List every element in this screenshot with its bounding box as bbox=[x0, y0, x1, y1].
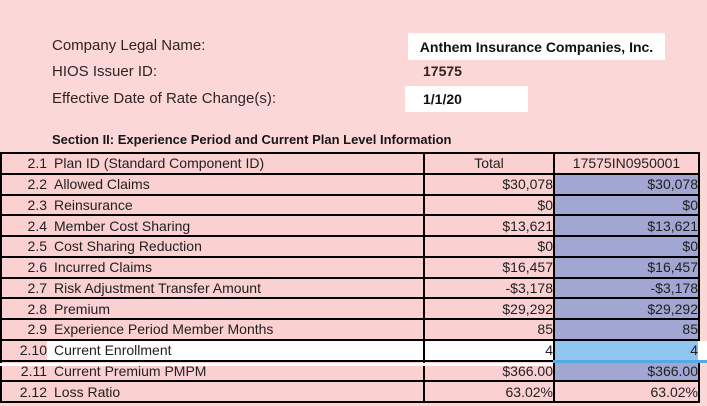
table-row: 2.6 Incurred Claims $16,457 $16,457 bbox=[0, 255, 700, 279]
row-number: 2.2 bbox=[27, 176, 47, 193]
row-label: Risk Adjustment Transfer Amount bbox=[54, 279, 261, 296]
table-row: 2.2 Allowed Claims $30,078 $30,078 bbox=[0, 172, 700, 196]
plan-value-cell[interactable]: $29,292 bbox=[553, 297, 700, 320]
row-label-cell[interactable]: 2.2 Allowed Claims bbox=[0, 172, 425, 196]
row-number: 2.5 bbox=[27, 238, 47, 255]
selected-row-right-cell bbox=[698, 341, 707, 360]
row-number: 2.7 bbox=[27, 279, 47, 296]
row-label: Loss Ratio bbox=[54, 383, 121, 400]
selected-row-underflow-strip bbox=[0, 363, 553, 366]
effective-date-label: Effective Date of Rate Change(s): bbox=[52, 90, 277, 107]
plan-value-cell[interactable]: 63.02% bbox=[553, 380, 700, 403]
row-number: 2.6 bbox=[27, 259, 47, 276]
table-row: 2.5 Cost Sharing Reduction $0 $0 bbox=[0, 235, 700, 258]
row-label-cell[interactable]: 2.10 Current Enrollment bbox=[0, 338, 425, 362]
table-row: 2.8 Premium $29,292 $29,292 bbox=[0, 297, 700, 320]
total-value-cell[interactable]: Total bbox=[423, 152, 555, 175]
row-number: 2.4 bbox=[27, 217, 47, 234]
row-label: Experience Period Member Months bbox=[54, 321, 274, 338]
plan-value-cell[interactable]: $0 bbox=[553, 193, 700, 217]
row-label: Incurred Claims bbox=[54, 259, 153, 276]
row-label: Plan ID (Standard Component ID) bbox=[54, 155, 265, 172]
row-label: Premium bbox=[54, 300, 111, 317]
company-legal-name-label: Company Legal Name: bbox=[52, 37, 206, 54]
table-row: 2.10 Current Enrollment 4 4 bbox=[0, 338, 700, 362]
experience-period-table: 2.1 Plan ID (Standard Component ID) Total 1… bbox=[0, 152, 700, 403]
table-row: 2.1 Plan ID (Standard Component ID) Total 1… bbox=[0, 152, 700, 175]
row-label-cell[interactable]: 2.7 Risk Adjustment Transfer Amount bbox=[0, 276, 425, 300]
table-row: 2.9 Experience Period Member Months 85 85 bbox=[0, 318, 700, 341]
row-label: Current Enrollment bbox=[54, 342, 172, 359]
row-label: Member Cost Sharing bbox=[54, 217, 191, 234]
plan-value-cell[interactable]: 17575IN0950001 bbox=[553, 152, 700, 175]
total-value-cell[interactable]: $16,457 bbox=[423, 255, 555, 279]
table-row: 2.7 Risk Adjustment Transfer Amount -$3,17… bbox=[0, 276, 700, 300]
row-number: 2.8 bbox=[27, 300, 47, 317]
row-label: Allowed Claims bbox=[54, 176, 150, 193]
table-row: 2.3 Reinsurance $0 $0 bbox=[0, 193, 700, 217]
total-value-cell[interactable]: $30,078 bbox=[423, 172, 555, 196]
table-row: 2.12 Loss Ratio 63.02% 63.02% bbox=[0, 380, 700, 403]
effective-date-cell[interactable]: 1/1/20 bbox=[405, 86, 528, 112]
row-label: Reinsurance bbox=[54, 196, 133, 213]
row-number: 2.11 bbox=[20, 362, 47, 379]
row-number: 2.10 bbox=[19, 342, 47, 359]
row-number: 2.9 bbox=[27, 321, 47, 338]
plan-value-cell[interactable]: $30,078 bbox=[553, 172, 700, 196]
total-value-cell[interactable]: $13,621 bbox=[423, 214, 555, 237]
hios-issuer-id-value: 17575 bbox=[423, 63, 462, 79]
row-label-cell[interactable]: 2.3 Reinsurance bbox=[0, 193, 425, 217]
total-value-cell[interactable]: $0 bbox=[423, 235, 555, 258]
plan-value-cell[interactable]: $13,621 bbox=[553, 214, 700, 237]
total-value-cell[interactable]: $0 bbox=[423, 193, 555, 217]
plan-value-cell[interactable]: -$3,178 bbox=[553, 276, 700, 300]
total-value-cell[interactable]: -$3,178 bbox=[423, 276, 555, 300]
table-row: 2.4 Member Cost Sharing $13,621 $13,621 bbox=[0, 214, 700, 237]
row-label: Current Premium PMPM bbox=[54, 362, 207, 379]
total-value-cell[interactable]: 63.02% bbox=[423, 380, 555, 403]
row-label-cell[interactable]: 2.12 Loss Ratio bbox=[0, 380, 425, 403]
company-legal-name-cell[interactable]: Anthem Insurance Companies, Inc. bbox=[408, 33, 665, 60]
plan-value-cell[interactable]: 85 bbox=[553, 318, 700, 341]
row-number: 2.3 bbox=[27, 196, 47, 213]
row-label-cell[interactable]: 2.8 Premium bbox=[0, 297, 425, 320]
total-value-cell[interactable]: $29,292 bbox=[423, 297, 555, 320]
plan-value-cell[interactable]: 4 bbox=[553, 338, 700, 362]
row-label-cell[interactable]: 2.9 Experience Period Member Months bbox=[0, 318, 425, 341]
row-label-cell[interactable]: 2.6 Incurred Claims bbox=[0, 255, 425, 279]
plan-value-cell[interactable]: $366.00 bbox=[553, 359, 700, 383]
row-number: 2.1 bbox=[27, 155, 47, 172]
total-value-cell[interactable]: 4 bbox=[423, 338, 555, 362]
company-legal-name-value: Anthem Insurance Companies, Inc. bbox=[419, 38, 654, 55]
row-label-cell[interactable]: 2.5 Cost Sharing Reduction bbox=[0, 235, 425, 258]
selection-bottom-border bbox=[553, 360, 707, 363]
row-label-cell[interactable]: 2.4 Member Cost Sharing bbox=[0, 214, 425, 237]
plan-value-cell[interactable]: $16,457 bbox=[553, 255, 700, 279]
total-value-cell[interactable]: 85 bbox=[423, 318, 555, 341]
row-number: 2.12 bbox=[19, 383, 47, 400]
plan-value-cell[interactable]: $0 bbox=[553, 235, 700, 258]
hios-issuer-id-cell[interactable]: 17575 bbox=[423, 63, 462, 81]
effective-date-value: 1/1/20 bbox=[423, 91, 462, 107]
row-label: Cost Sharing Reduction bbox=[54, 238, 202, 255]
row-label-cell[interactable]: 2.1 Plan ID (Standard Component ID) bbox=[0, 152, 425, 175]
section-title: Section II: Experience Period and Curren… bbox=[52, 132, 452, 147]
hios-issuer-id-label: HIOS Issuer ID: bbox=[52, 63, 158, 80]
